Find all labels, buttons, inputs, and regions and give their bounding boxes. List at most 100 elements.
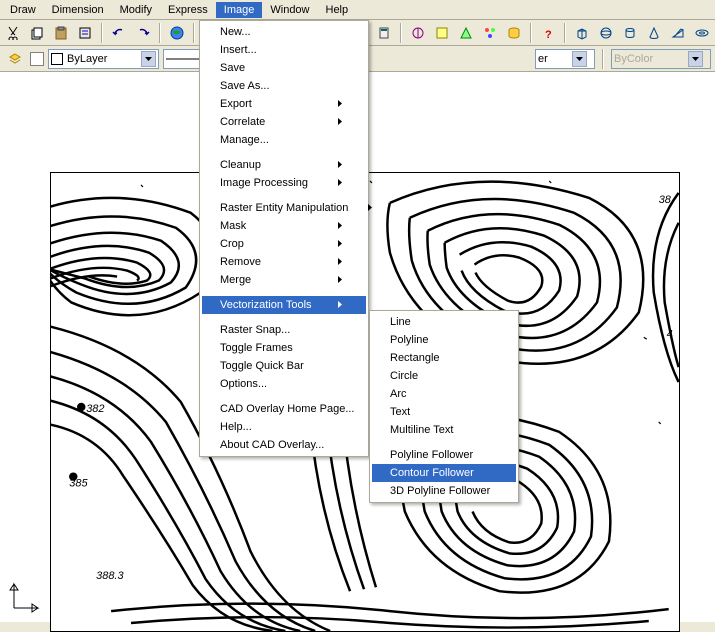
image-menu-item[interactable]: Toggle Quick Bar (202, 357, 366, 375)
3d-box-icon[interactable] (571, 22, 593, 44)
menu-item-label: Insert... (220, 44, 257, 56)
image-menu-item[interactable]: Options... (202, 375, 366, 393)
submenu-arrow-icon (338, 256, 342, 268)
menu-item-label: Vectorization Tools (220, 299, 312, 311)
calc-icon[interactable] (373, 22, 395, 44)
menu-express[interactable]: Express (160, 2, 216, 18)
submenu-arrow-icon (368, 202, 372, 214)
menu-item-label: CAD Overlay Home Page... (220, 403, 355, 415)
menu-item-label: Manage... (220, 134, 269, 146)
image-menu-item[interactable]: CAD Overlay Home Page... (202, 400, 366, 418)
tool-a-icon[interactable] (407, 22, 429, 44)
menu-separator (374, 442, 514, 443)
menu-window[interactable]: Window (262, 2, 317, 18)
image-menu-item[interactable]: Mask (202, 217, 366, 235)
3d-torus-icon[interactable] (691, 22, 713, 44)
menu-image[interactable]: Image (216, 2, 263, 18)
elevation-label: 4 (667, 328, 673, 340)
menu-item-label: Toggle Frames (220, 342, 293, 354)
help-icon[interactable]: ? (537, 22, 559, 44)
image-menu-item[interactable]: About CAD Overlay... (202, 436, 366, 454)
vector-submenu-item[interactable]: Multiline Text (372, 421, 516, 439)
ucs-indicator-icon (6, 576, 46, 616)
image-menu-item[interactable]: Export (202, 95, 366, 113)
menu-item-label: Arc (390, 388, 407, 400)
image-menu-item[interactable]: Raster Entity Manipulation (202, 199, 366, 217)
menu-item-label: Save (220, 62, 245, 74)
world-icon[interactable] (166, 22, 188, 44)
color-combo[interactable] (611, 49, 711, 69)
tool-b-icon[interactable] (431, 22, 453, 44)
menu-item-label: Raster Entity Manipulation (220, 202, 348, 214)
redo-icon[interactable] (132, 22, 154, 44)
image-menu-item[interactable]: Vectorization Tools (202, 296, 366, 314)
copy-icon[interactable] (26, 22, 48, 44)
menu-help[interactable]: Help (318, 2, 357, 18)
vector-submenu-item[interactable]: 3D Polyline Follower (372, 482, 516, 500)
image-menu-item[interactable]: Correlate (202, 113, 366, 131)
cut-icon[interactable] (2, 22, 24, 44)
vector-submenu-item[interactable]: Rectangle (372, 349, 516, 367)
menu-item-label: Correlate (220, 116, 265, 128)
properties-icon[interactable] (74, 22, 96, 44)
tool-d-icon[interactable] (479, 22, 501, 44)
layer-input[interactable] (67, 51, 137, 67)
elevation-label: 382 (86, 403, 104, 415)
image-menu-item[interactable]: Remove (202, 253, 366, 271)
menu-item-label: Polyline (390, 334, 429, 346)
vector-submenu-item[interactable]: Text (372, 403, 516, 421)
tool-c-icon[interactable] (455, 22, 477, 44)
vector-submenu-item[interactable]: Contour Follower (372, 464, 516, 482)
image-menu-item[interactable]: Merge (202, 271, 366, 289)
3d-cone-icon[interactable] (643, 22, 665, 44)
image-menu-item[interactable]: Crop (202, 235, 366, 253)
image-menu-item[interactable]: Save (202, 59, 366, 77)
menu-item-label: Crop (220, 238, 244, 250)
image-menu-item[interactable]: Save As... (202, 77, 366, 95)
image-menu-item[interactable]: Manage... (202, 131, 366, 149)
image-menu-item[interactable]: Raster Snap... (202, 321, 366, 339)
3d-cyl-icon[interactable] (619, 22, 641, 44)
image-menu-item[interactable]: New... (202, 23, 366, 41)
vector-submenu-item[interactable]: Arc (372, 385, 516, 403)
vector-submenu-item[interactable]: Line (372, 313, 516, 331)
color-swatch-white[interactable] (30, 52, 44, 66)
vector-submenu-item[interactable]: Circle (372, 367, 516, 385)
image-menu-item[interactable]: Insert... (202, 41, 366, 59)
menu-item-label: Merge (220, 274, 251, 286)
menu-modify[interactable]: Modify (112, 2, 160, 18)
other-input[interactable] (538, 51, 568, 67)
submenu-arrow-icon (338, 238, 342, 250)
chevron-down-icon[interactable] (572, 51, 587, 67)
image-menu-item[interactable]: Image Processing (202, 174, 366, 192)
menu-item-label: Save As... (220, 80, 270, 92)
chevron-down-icon[interactable] (688, 51, 703, 67)
vector-submenu-item[interactable]: Polyline Follower (372, 446, 516, 464)
elevation-label: 385 (69, 478, 88, 490)
image-menu-item[interactable]: Cleanup (202, 156, 366, 174)
image-menu-item[interactable]: Help... (202, 418, 366, 436)
submenu-arrow-icon (338, 274, 342, 286)
3d-wedge-icon[interactable] (667, 22, 689, 44)
submenu-arrow-icon (338, 98, 342, 110)
menu-item-label: Remove (220, 256, 261, 268)
menu-dimension[interactable]: Dimension (44, 2, 112, 18)
menu-item-label: Options... (220, 378, 267, 390)
menu-separator (204, 195, 364, 196)
layer-tool-icon[interactable] (4, 48, 26, 70)
image-menu-dropdown: New... Insert... Save Save As... Export Corre… (199, 20, 369, 457)
menu-item-label: 3D Polyline Follower (390, 485, 490, 497)
other-combo[interactable] (535, 49, 595, 69)
menu-draw[interactable]: Draw (2, 2, 44, 18)
image-menu-item[interactable]: Toggle Frames (202, 339, 366, 357)
layer-combo[interactable] (48, 49, 159, 69)
vector-submenu-item[interactable]: Polyline (372, 331, 516, 349)
chevron-down-icon[interactable] (141, 51, 156, 67)
3d-sphere-icon[interactable] (595, 22, 617, 44)
db-icon[interactable] (503, 22, 525, 44)
menubar: Draw Dimension Modify Express Image Wind… (0, 0, 715, 20)
menu-item-label: Help... (220, 421, 252, 433)
paste-icon[interactable] (50, 22, 72, 44)
menu-item-label: New... (220, 26, 251, 38)
undo-icon[interactable] (108, 22, 130, 44)
